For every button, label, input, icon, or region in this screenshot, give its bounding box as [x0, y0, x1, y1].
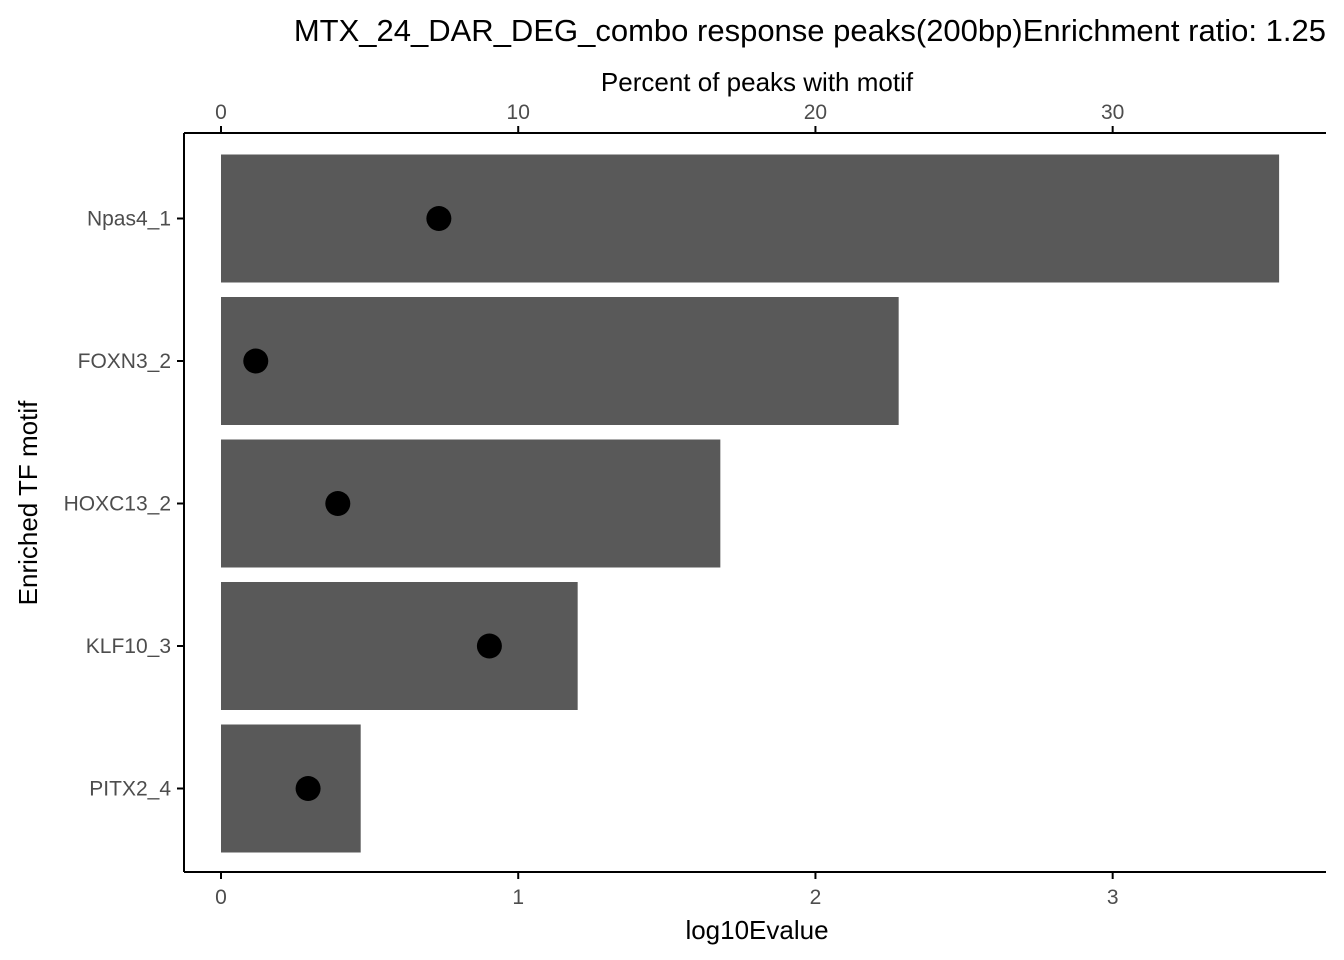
x2-tick-label: 10	[507, 101, 530, 124]
point-foxn3-2	[243, 348, 269, 374]
point-pitx2-4	[295, 776, 321, 801]
labels-layer: 0 1 2 30 10 20 30Npas4_1FOXN3_2HOXC13_2KLF10_3…	[64, 101, 1125, 909]
category-label: HOXC13_2	[64, 493, 171, 516]
x-tick-label: 3	[1107, 886, 1119, 909]
bar-pitx2-4	[221, 724, 361, 853]
category-label: KLF10_3	[86, 635, 171, 658]
point-klf10-3	[476, 633, 502, 659]
category-label: PITX2_4	[89, 778, 171, 801]
bars-layer	[221, 154, 1280, 853]
top-axis-title: Percent of peaks with motif	[601, 67, 914, 97]
bottom-axis-title: log10Evalue	[685, 915, 828, 945]
x-tick-label: 1	[512, 886, 524, 909]
chart-title: MTX_24_DAR_DEG_combo response peaks(200b…	[294, 13, 1326, 48]
point-hoxc13-2	[325, 491, 351, 516]
category-label: Npas4_1	[87, 208, 171, 231]
x2-tick-label: 0	[215, 101, 227, 124]
point-npas4-1	[426, 206, 452, 231]
axes-layer	[177, 126, 1326, 879]
category-label: FOXN3_2	[78, 350, 171, 373]
bar-foxn3-2	[221, 297, 899, 425]
x-tick-label: 0	[215, 886, 227, 909]
bar-klf10-3	[221, 582, 578, 710]
points-layer	[243, 206, 502, 801]
x-tick-label: 2	[810, 886, 822, 909]
y-axis-title: Enriched TF motif	[13, 400, 43, 605]
bar-npas4-1	[221, 154, 1280, 283]
bar-hoxc13-2	[221, 439, 721, 568]
x2-tick-label: 30	[1101, 101, 1124, 124]
x2-tick-label: 20	[804, 101, 827, 124]
